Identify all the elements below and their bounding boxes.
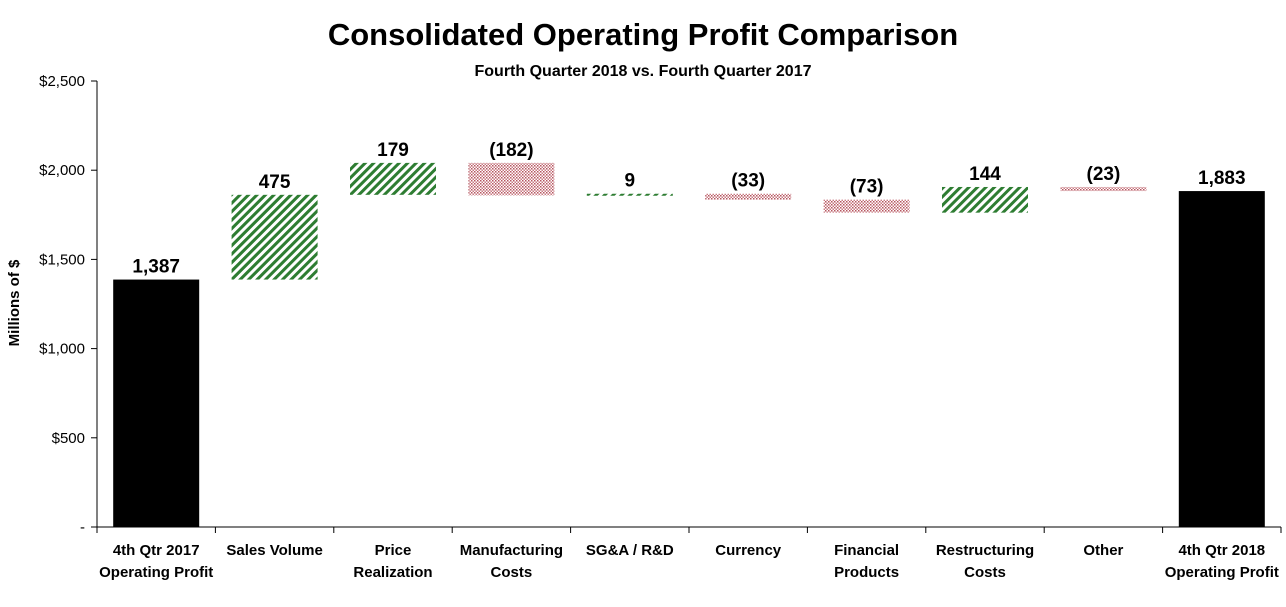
y-axis: - $500 $1,000 $1,500 $2,000 $2,500 (39, 73, 98, 536)
category-labels: 4th Qtr 2017 Operating Profit Sales Volume… (99, 542, 1279, 581)
data-label: 1,883 (1198, 168, 1246, 189)
data-label: 144 (969, 164, 1001, 185)
bar-restructuring-costs (942, 186, 1028, 213)
bar-manufacturing-costs (468, 162, 555, 196)
category-label: Operating Profit (1165, 564, 1279, 581)
y-tick-label: $1,500 (39, 251, 85, 268)
chart-title: Consolidated Operating Profit Comparison (328, 17, 958, 52)
y-tick-label: $1,000 (39, 341, 85, 358)
category-label: Manufacturing (460, 542, 563, 559)
data-label: (182) (489, 140, 533, 161)
category-label: Realization (353, 564, 432, 581)
data-label: 9 (625, 171, 636, 192)
y-tick-label: - (80, 519, 85, 536)
category-label: Operating Profit (99, 564, 213, 581)
bar-financial-products (823, 199, 910, 213)
category-label: Sales Volume (226, 542, 322, 559)
y-tick-label: $2,000 (39, 162, 85, 179)
bar-price-realization (350, 162, 436, 195)
data-label: 179 (377, 140, 409, 161)
category-label: 4th Qtr 2017 (113, 542, 200, 559)
bar-4th-qtr-2018-operating-profit (1178, 191, 1265, 527)
category-label: Price (375, 542, 412, 559)
data-label: (33) (731, 171, 765, 192)
category-label: Currency (715, 542, 782, 559)
category-label: Costs (491, 564, 533, 581)
data-label: (73) (850, 177, 884, 198)
bar-other (1060, 186, 1147, 192)
bar-currency (705, 193, 792, 200)
bar-sales-volume (231, 194, 318, 280)
category-label: 4th Qtr 2018 (1178, 542, 1265, 559)
category-label: Financial (834, 542, 899, 559)
data-labels: 1,387 475 179 (182) 9 (33) (73) 144 (23) 1,883 (132, 140, 1245, 278)
bar-4th-qtr-2017-operating-profit (113, 279, 200, 527)
bar-sg-a-r-d (586, 193, 673, 196)
category-label: Products (834, 564, 899, 581)
data-label: 475 (259, 172, 291, 193)
data-label: 1,387 (132, 257, 180, 278)
category-label: Restructuring (936, 542, 1034, 559)
category-label: Costs (964, 564, 1006, 581)
chart-subtitle: Fourth Quarter 2018 vs. Fourth Quarter 2… (475, 63, 812, 80)
y-tick-label: $500 (52, 430, 85, 447)
y-tick-label: $2,500 (39, 73, 85, 90)
data-label: (23) (1087, 164, 1121, 185)
y-axis-label: Millions of $ (6, 259, 23, 346)
category-label: Other (1083, 542, 1123, 559)
category-label: SG&A / R&D (586, 542, 674, 559)
x-axis (96, 526, 1282, 533)
bars (113, 162, 1265, 527)
